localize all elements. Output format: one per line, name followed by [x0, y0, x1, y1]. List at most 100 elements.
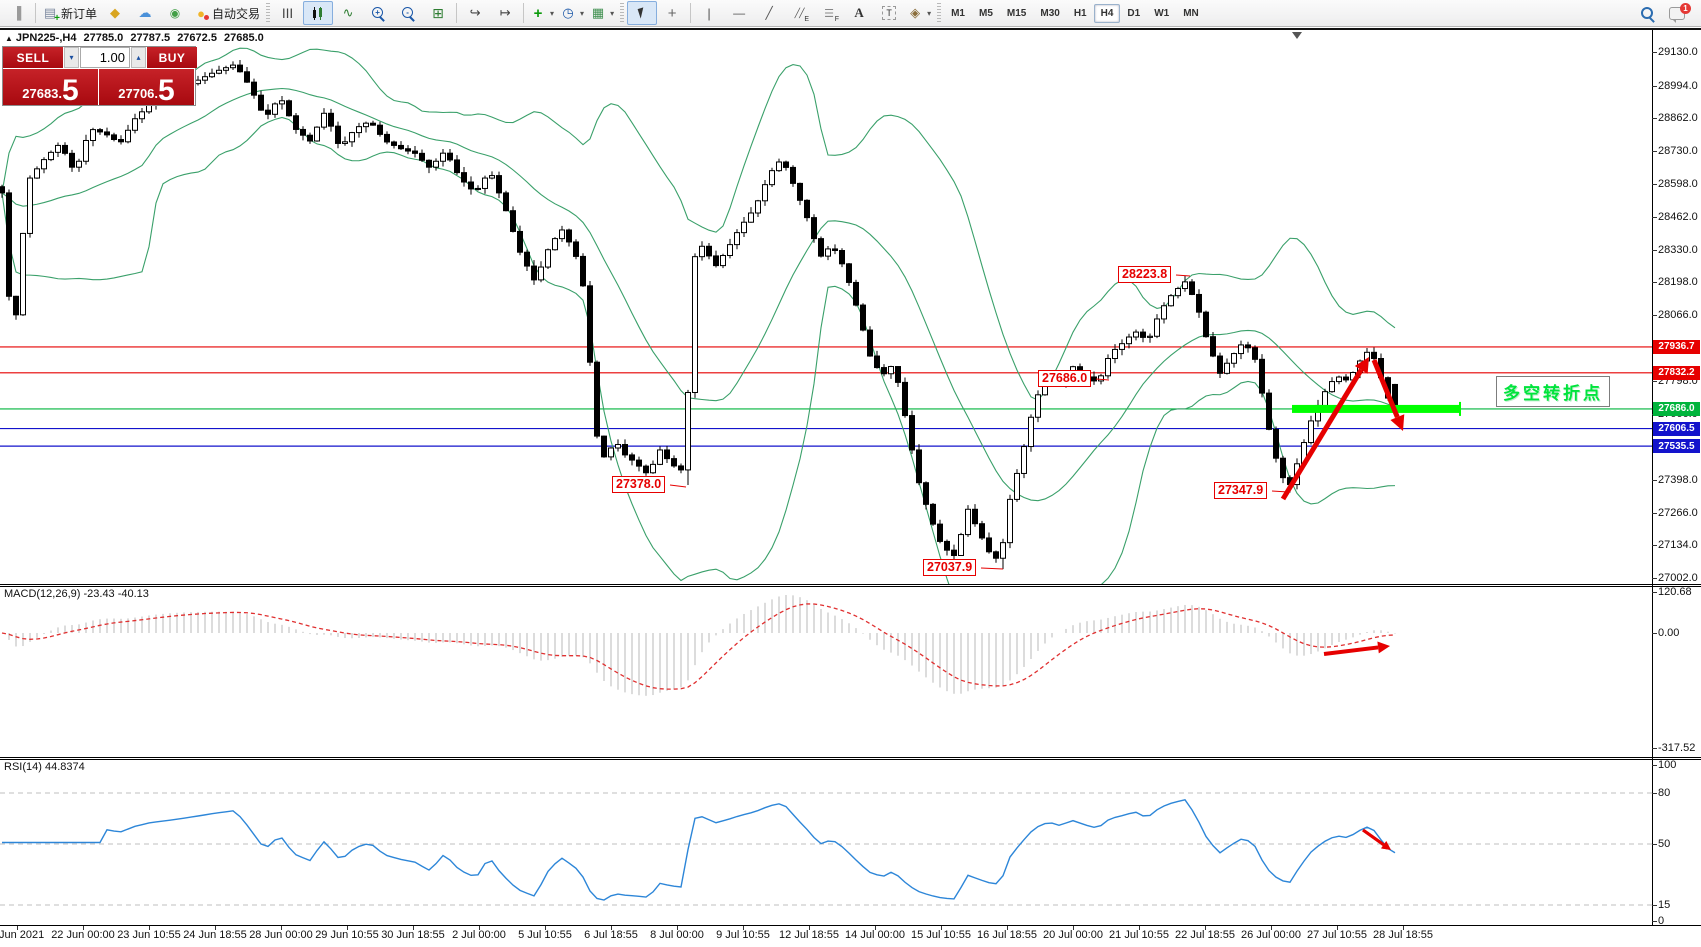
time-axis-label: 26 Jul 00:00	[1241, 929, 1301, 941]
horizontal-line-icon[interactable]	[724, 1, 754, 25]
cursor-icon[interactable]	[627, 1, 658, 25]
time-tick-mark	[479, 926, 480, 930]
price-swing-annotation[interactable]: 27378.0	[612, 476, 666, 493]
market-depth-icon[interactable]	[100, 1, 130, 25]
volume-increase-button[interactable]: ▴	[131, 47, 146, 68]
timeframe-M30[interactable]: M30	[1040, 7, 1060, 19]
panel-separator[interactable]	[0, 757, 1701, 758]
autotrade-button-icon	[193, 5, 210, 21]
trendline-icon[interactable]	[754, 1, 784, 25]
volume-input[interactable]	[80, 47, 130, 68]
indicators-icon[interactable]: ▾	[527, 1, 557, 25]
chevron-up-icon: ▴	[136, 53, 141, 62]
turning-point-annotation[interactable]: 多空转折点	[1496, 376, 1610, 407]
timeframe-H4[interactable]: H4	[1093, 3, 1121, 23]
vertical-line-icon	[701, 5, 717, 21]
channel-icon[interactable]	[784, 1, 814, 25]
sell-price-dot: .	[58, 86, 63, 101]
time-axis-label: 29 Jun 10:55	[315, 929, 379, 941]
chevron-down-icon: ▾	[927, 8, 932, 18]
price-tag: 27936.7	[1653, 339, 1700, 354]
signals-icon	[167, 5, 183, 21]
candlestick-chart-icon	[311, 6, 326, 20]
templates-icon[interactable]: ▾	[587, 1, 617, 25]
price-swing-annotation[interactable]: 28223.8	[1118, 266, 1172, 283]
clipped-icon	[9, 5, 25, 21]
sell-button[interactable]: SELL	[3, 47, 63, 68]
time-axis-label: 6 Jul 18:55	[584, 929, 638, 941]
bar-chart-icon[interactable]	[273, 1, 303, 25]
price-swing-annotation[interactable]: 27347.9	[1214, 482, 1268, 499]
community-icon	[137, 5, 153, 21]
panel-separator	[0, 759, 1701, 760]
chat-icon[interactable]: 1	[1669, 2, 1691, 23]
vertical-line-icon[interactable]	[694, 1, 724, 25]
time-tick-mark	[281, 926, 282, 930]
new-order-button[interactable]: 新订单	[39, 1, 100, 25]
macd-values: -23.43 -40.13	[83, 588, 149, 600]
trendline-icon	[761, 5, 777, 21]
quote-close: 27685.0	[224, 32, 264, 44]
timeframe-H1[interactable]: H1	[1073, 7, 1087, 19]
panel-separator[interactable]	[0, 584, 1701, 585]
price-tick-mark	[1652, 217, 1657, 219]
time-tick-mark	[215, 926, 216, 930]
zoom-out-icon[interactable]	[393, 1, 423, 25]
sell-price[interactable]: 27683. 5	[3, 69, 98, 107]
channel-icon	[791, 5, 809, 23]
autoscroll-icon[interactable]	[460, 1, 490, 25]
timeframe-W1[interactable]: W1	[1154, 7, 1170, 19]
price-tick-mark	[1652, 249, 1657, 251]
price-tick-mark	[1652, 52, 1657, 53]
volume-decrease-button[interactable]: ▾	[64, 47, 79, 68]
price-tick-mark	[1652, 315, 1657, 316]
signals-icon[interactable]	[160, 1, 190, 25]
time-axis-label: 15 Jul 10:55	[911, 929, 971, 941]
time-axis-label: 28 Jul 18:55	[1373, 929, 1433, 941]
community-icon[interactable]	[130, 1, 160, 25]
search-icon[interactable]	[1640, 6, 1655, 21]
sell-price-pip: 5	[62, 74, 79, 107]
rsi-axis-label: 0	[1658, 915, 1665, 927]
zoom-in-icon[interactable]	[363, 1, 393, 25]
price-swing-annotation[interactable]: 27037.9	[923, 559, 977, 576]
price-swing-annotation[interactable]: 27686.0	[1038, 370, 1092, 387]
candlestick-chart-icon[interactable]	[303, 1, 334, 25]
shapes-icon[interactable]: ▾	[904, 1, 934, 25]
time-axis-label: 8 Jul 00:00	[650, 929, 704, 941]
timeframe-D1[interactable]: D1	[1127, 7, 1141, 19]
time-tick-mark	[83, 926, 84, 930]
fibonacci-icon[interactable]	[814, 1, 844, 25]
timeframe-M15[interactable]: M15	[1006, 7, 1027, 19]
rsi-axis-label: 100	[1658, 759, 1677, 771]
tile-windows-icon[interactable]	[423, 1, 453, 25]
timeframe-M1[interactable]: M1	[951, 7, 965, 19]
buy-button[interactable]: BUY	[147, 47, 197, 68]
shapes-icon	[907, 5, 923, 21]
time-axis-label: 27 Jul 10:55	[1307, 929, 1367, 941]
price-tick-mark	[1652, 150, 1657, 152]
quote-bar: ▲ JPN225-,H4 27785.0 27787.5 27672.5 2768…	[5, 32, 268, 44]
price-tick-label: 27002.0	[1658, 572, 1698, 584]
price-tick-label: 29130.0	[1658, 46, 1698, 58]
time-axis-label: 8 Jun 2021	[0, 929, 45, 941]
text-icon[interactable]	[844, 1, 874, 25]
chevron-down-icon: ▾	[580, 8, 585, 18]
one-click-trading-panel: SELL ▾ ▴ BUY 27683.5 27706.5	[2, 46, 197, 107]
periods-icon[interactable]: ▾	[557, 1, 587, 25]
buy-price[interactable]: 27706. 5	[99, 69, 194, 106]
line-chart-icon[interactable]	[333, 1, 363, 25]
price-tag: 27535.5	[1653, 439, 1700, 454]
crosshair-icon[interactable]	[657, 1, 687, 25]
autotrade-button[interactable]: 自动交易	[190, 1, 263, 25]
new-order-button-label: 新订单	[61, 6, 98, 21]
timeframe-M5[interactable]: M5	[979, 7, 993, 19]
label-icon[interactable]	[874, 1, 904, 25]
time-tick-mark	[1205, 926, 1206, 930]
text-icon	[851, 5, 867, 21]
chart-shift-icon[interactable]	[490, 1, 520, 25]
time-tick-mark	[875, 926, 876, 930]
clipped-icon[interactable]	[2, 1, 32, 25]
timeframe-MN[interactable]: MN	[1183, 7, 1199, 19]
